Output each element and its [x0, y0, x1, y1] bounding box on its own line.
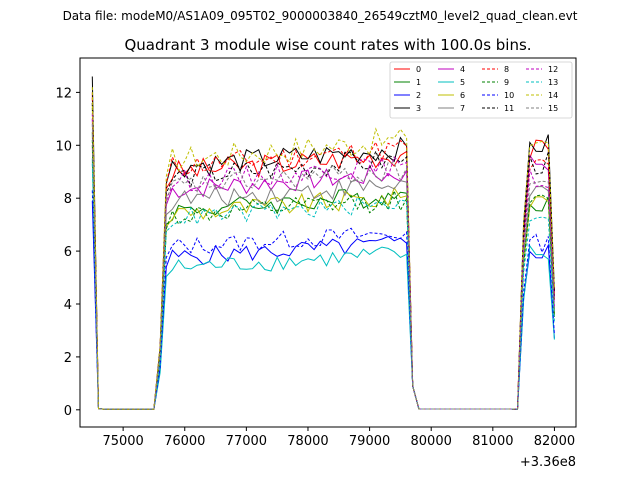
legend-label: 11: [504, 104, 514, 113]
x-axis: 75000 76000 77000 78000 79000 80000 81000 82000: [102, 427, 575, 449]
y-axis: 0 2 4 6 8 10 12: [55, 86, 80, 419]
x-tick-label: 77000: [226, 434, 267, 449]
legend-label: 9: [504, 78, 509, 87]
y-tick-label: 0: [64, 404, 72, 419]
x-tick-label: 76000: [164, 434, 205, 449]
legend-label: 15: [548, 104, 558, 113]
legend-label: 14: [548, 91, 558, 100]
legend-label: 5: [460, 78, 465, 87]
legend-label: 6: [460, 91, 465, 100]
y-tick-label: 12: [55, 86, 72, 101]
legend-label: 12: [548, 65, 558, 74]
y-tick-label: 6: [64, 245, 72, 260]
legend-label: 0: [416, 65, 421, 74]
y-tick-label: 4: [64, 298, 72, 313]
x-tick-label: 81000: [472, 434, 513, 449]
x-tick-label: 78000: [287, 434, 328, 449]
figure-suptitle: Data file: modeM0/AS1A09_095T02_90000038…: [63, 9, 578, 23]
plot-area: [91, 76, 555, 410]
legend-label: 13: [548, 78, 558, 87]
legend-label: 2: [416, 91, 421, 100]
series-line-15: [91, 124, 555, 410]
axes-frame: [79, 57, 577, 428]
x-offset-label: +3.36e8: [520, 455, 576, 470]
legend-label: 10: [504, 91, 514, 100]
x-tick-label: 82000: [534, 434, 575, 449]
legend-label: 8: [504, 65, 509, 74]
legend-label: 1: [416, 78, 421, 87]
legend-label: 4: [460, 65, 465, 74]
y-tick-label: 10: [55, 139, 72, 154]
y-tick-label: 8: [64, 192, 72, 207]
legend-label: 3: [416, 104, 421, 113]
x-tick-label: 79000: [349, 434, 390, 449]
x-tick-label: 75000: [102, 434, 143, 449]
x-tick-label: 80000: [411, 434, 452, 449]
chart-title: Quadrant 3 module wise count rates with …: [124, 36, 531, 54]
y-tick-label: 2: [64, 351, 72, 366]
legend-box: [389, 61, 573, 119]
legend-label: 7: [460, 104, 465, 113]
